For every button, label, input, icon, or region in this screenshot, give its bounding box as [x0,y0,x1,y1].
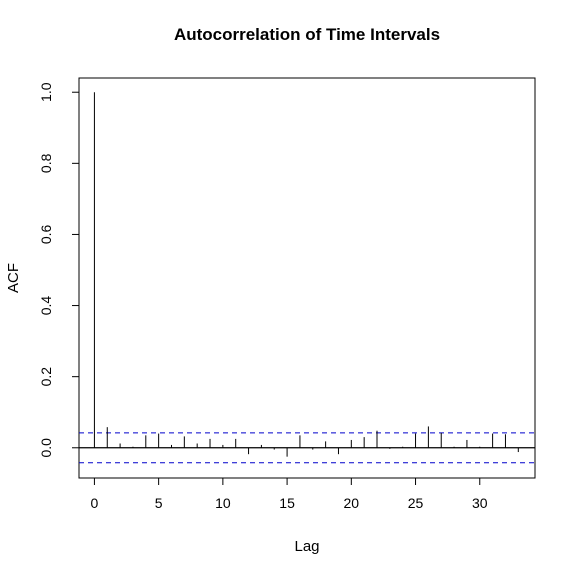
y-axis-label: ACF [5,263,22,293]
x-tick-label: 25 [408,495,424,511]
x-tick-label: 30 [472,495,488,511]
y-tick-label: 0.4 [38,296,54,316]
plot-frame [78,77,536,479]
y-tick-label: 0.6 [38,225,54,245]
y-tick-label: 0.0 [38,438,54,458]
acf-marks [79,92,535,464]
chart-title: Autocorrelation of Time Intervals [174,25,440,44]
x-tick-label: 20 [344,495,360,511]
y-tick-label: 1.0 [38,82,54,102]
x-axis-label: Lag [294,538,319,555]
y-tick-label: 0.2 [38,367,54,387]
x-tick-label: 15 [279,495,295,511]
x-tick-label: 10 [215,495,231,511]
y-tick-label: 0.8 [38,153,54,173]
x-tick-label: 0 [91,495,99,511]
x-tick-label: 5 [155,495,163,511]
x-axis: 0 5 10 15 20 25 30 [91,477,488,511]
y-axis: 0.0 0.2 0.4 0.6 0.8 1.0 [38,82,80,458]
